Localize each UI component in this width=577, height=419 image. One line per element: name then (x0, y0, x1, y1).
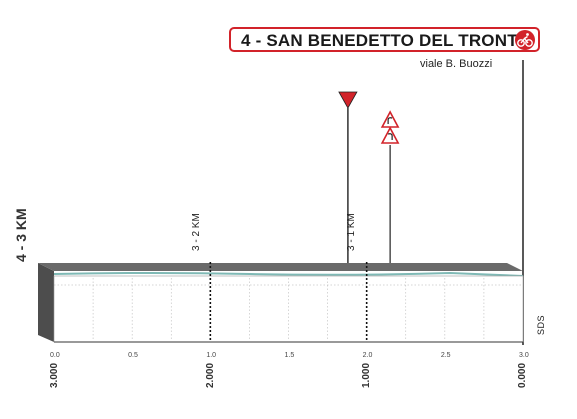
profile-elevation-line (53, 271, 524, 277)
x-tick-label: 0.5 (128, 352, 138, 359)
curve-warning-icon (380, 110, 400, 128)
stage-title-box: 4 - SAN BENEDETTO DEL TRONTO (229, 27, 540, 52)
x-tick-label: 2.5 (440, 352, 451, 359)
curve-arrow-icon (387, 133, 393, 140)
curve-arrow-icon (387, 117, 393, 124)
x-tick-label: 3.0 (519, 352, 529, 359)
x-tick-label: 1.5 (284, 352, 295, 359)
curve-warning-icon (380, 126, 400, 144)
x-tick-label: 0.0 (50, 352, 60, 359)
flamme-rouge-icon (338, 91, 358, 109)
stage-title: 4 - SAN BENEDETTO DEL TRONTO (241, 31, 531, 50)
cyclist-icon (515, 30, 535, 50)
x-tick-label: 2.0 (362, 352, 373, 359)
profile-top-strip (38, 263, 523, 271)
profile-side-wall (38, 263, 54, 342)
x-tick-label: 1.0 (206, 352, 217, 359)
street-name: viale B. Buozzi (420, 58, 493, 70)
